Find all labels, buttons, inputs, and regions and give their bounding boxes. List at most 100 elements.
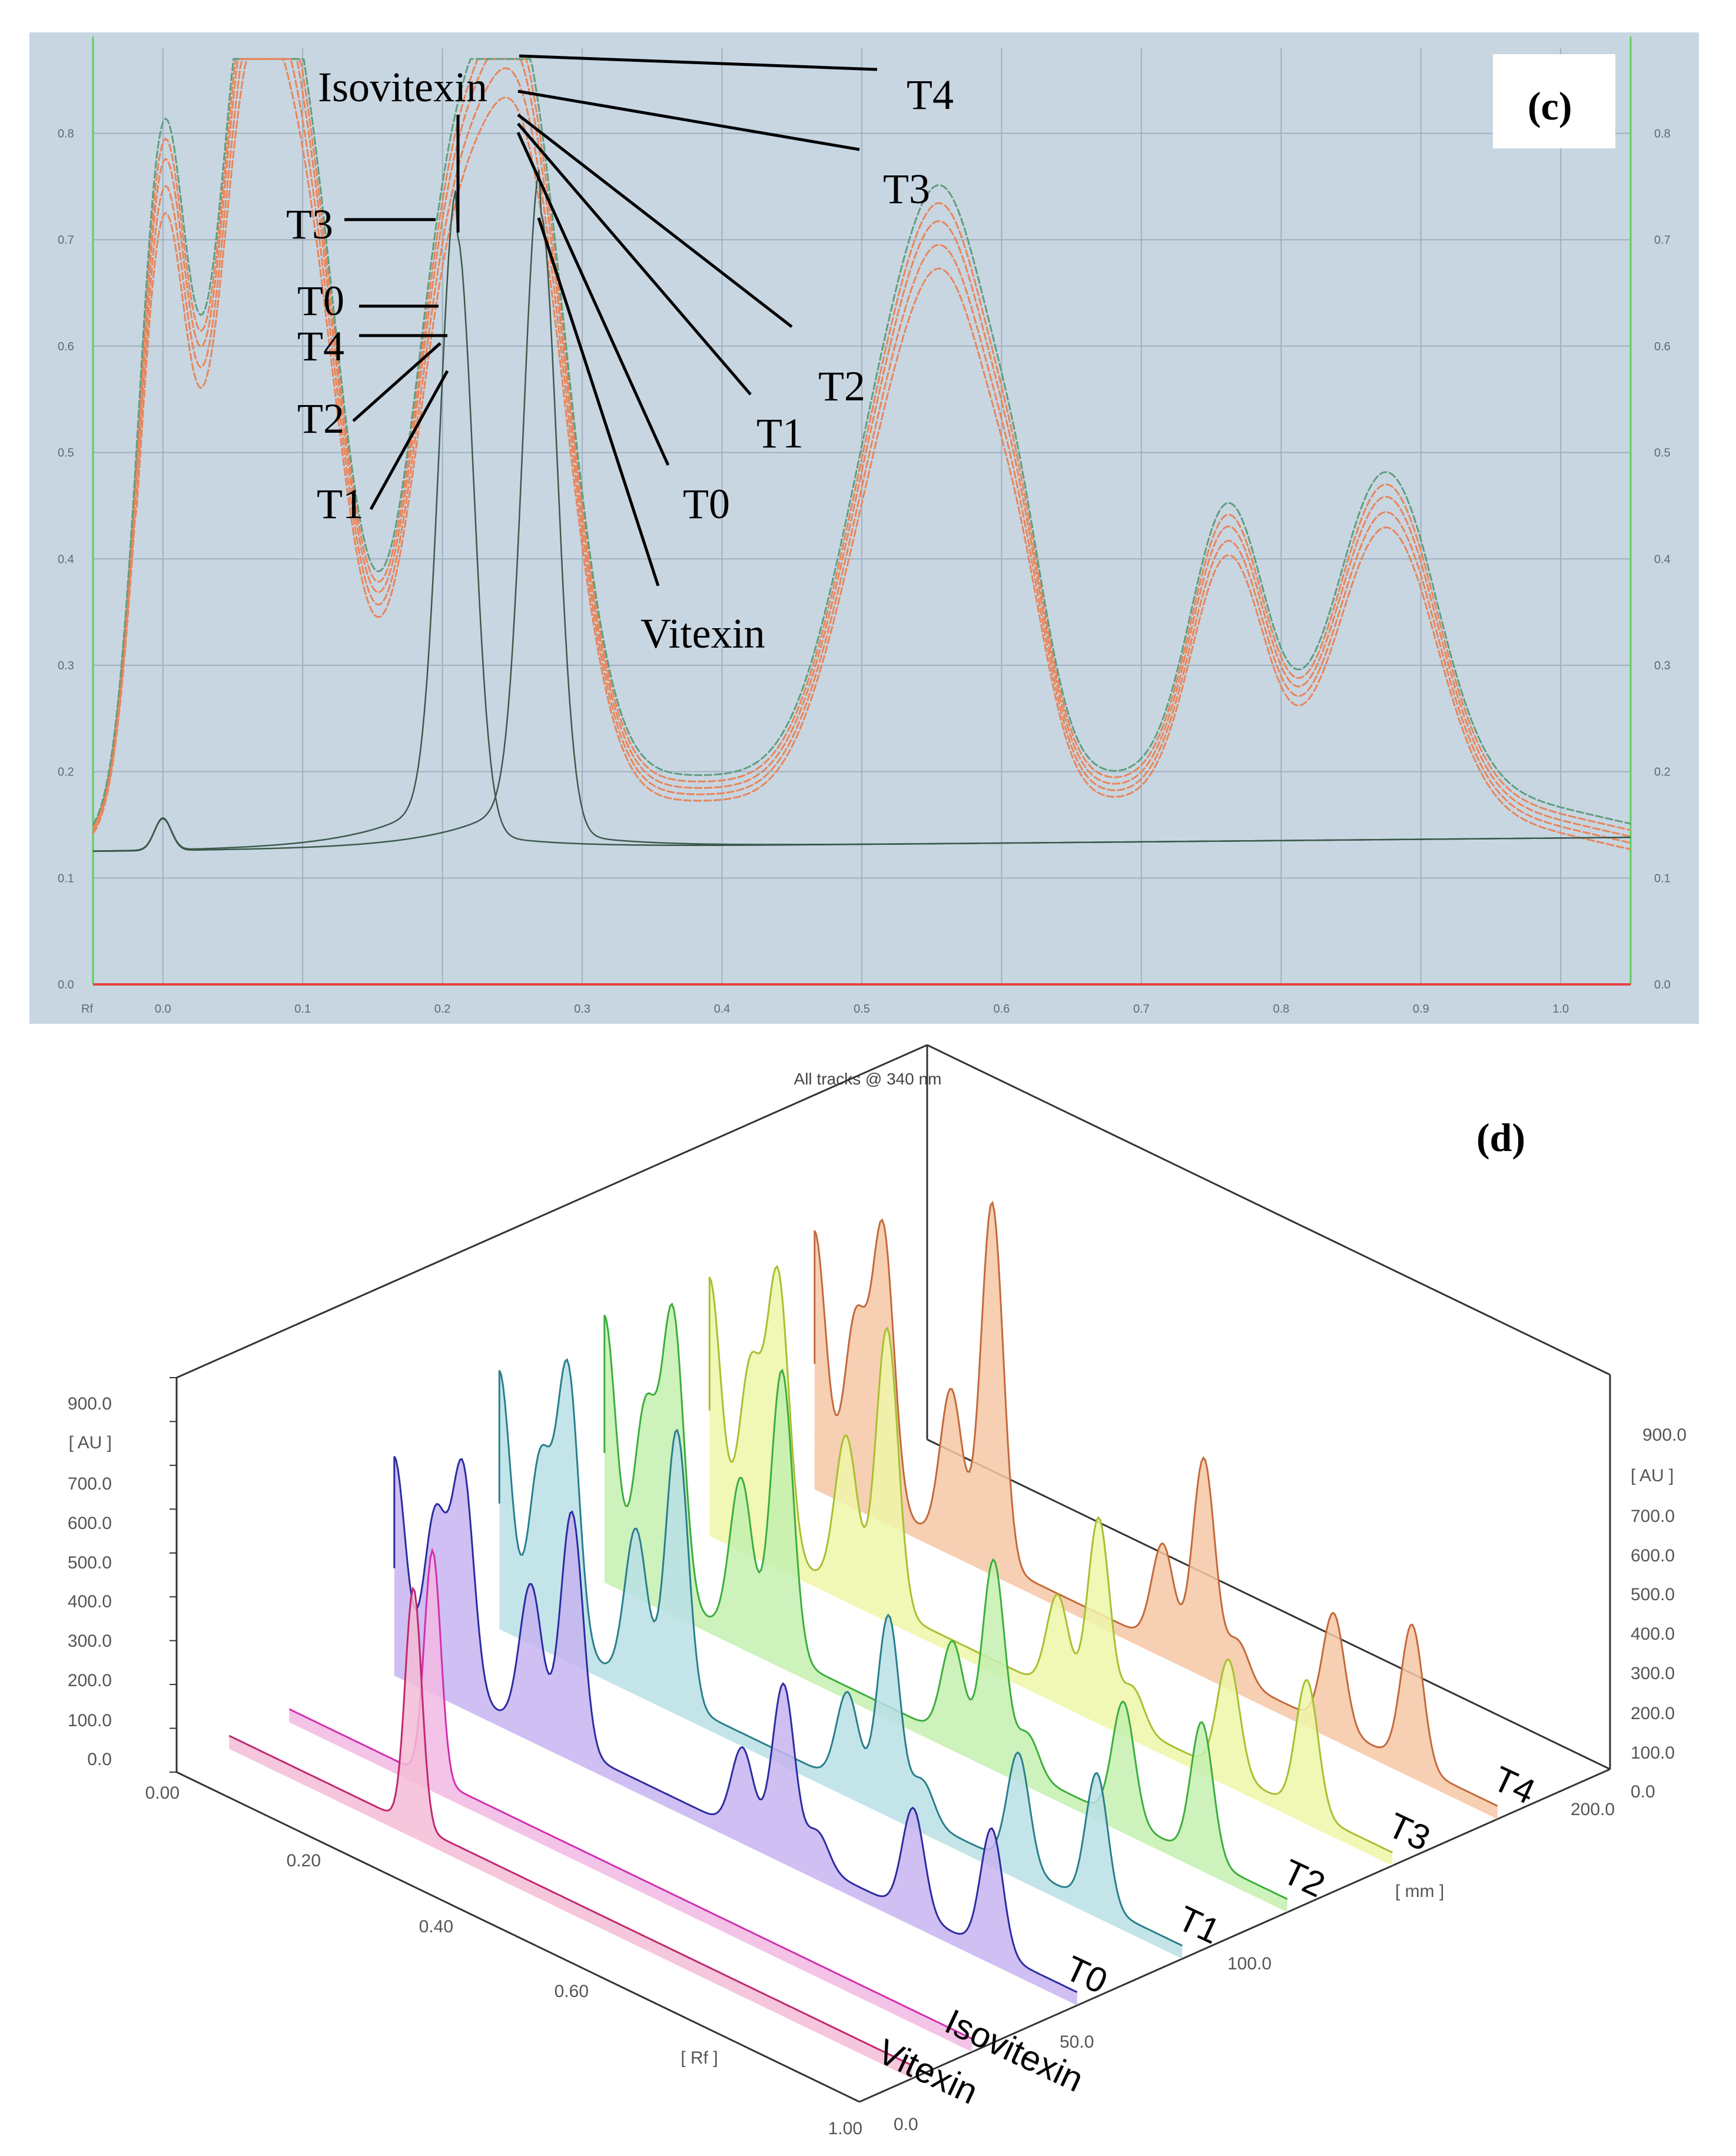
leader-line (537, 217, 660, 586)
panel-d-3d-densitogram: All tracks @ 340 nm (d) 900.0 [ AU ] 700… (68, 1044, 1687, 2138)
y-tick-label-left: 0.6 (58, 340, 74, 353)
track-line-t3 (708, 1265, 1393, 1853)
panel-c-densitogram: Rf 0.0 0.1 0.2 0.3 0.4 0.5 0.6 0.7 0.8 0.9 1.0 0.0 0.… (29, 32, 1699, 1024)
leader-line (352, 342, 442, 422)
au-left-tick: 400.0 (68, 1592, 112, 1611)
panel-c-series (92, 58, 1631, 853)
y-tick-label-right: 0.5 (1654, 447, 1671, 460)
y-tick-label-right: 0.3 (1654, 659, 1671, 672)
panel-d-title: All tracks @ 340 nm (794, 1070, 942, 1088)
leader-line (517, 114, 793, 328)
annotation-isovitexin: Isovitexin (318, 64, 487, 111)
rf-axis (176, 1771, 860, 2103)
panel-d-label: (d) (1476, 1115, 1525, 1160)
annotation-left-t4: T4 (297, 323, 344, 370)
y-tick-label-left: 0.0 (58, 979, 74, 991)
track-line-t0 (393, 1456, 1078, 1994)
annotation-left-t0: T0 (297, 277, 344, 324)
track-fill-t4 (814, 1202, 1498, 1819)
au-right-tick: 700.0 (1631, 1507, 1675, 1526)
y-tick-label-left: 0.2 (58, 766, 74, 779)
x-tick-label: 0.1 (294, 1003, 311, 1016)
annotation-left-t2: T2 (297, 395, 344, 442)
track-fill-t3 (709, 1266, 1393, 1866)
series-t4 (92, 58, 1631, 831)
au-left-tick: 900.0 (68, 1394, 112, 1414)
panel-c-label: (c) (1528, 84, 1572, 128)
x-tick-label: 0.3 (574, 1003, 590, 1016)
au-left-tick: 700.0 (68, 1474, 112, 1494)
y-tick-label-left: 0.8 (58, 128, 74, 141)
au-right-tick: 600.0 (1631, 1546, 1675, 1565)
au-left-tick: 300.0 (68, 1631, 112, 1651)
au-right-tick: 500.0 (1631, 1585, 1675, 1604)
rf-tick: 1.00 (828, 2119, 862, 2138)
annotation-left-t3: T3 (286, 201, 333, 248)
au-right-tick: 200.0 (1631, 1704, 1675, 1723)
annotation-right-t0: T0 (683, 480, 730, 528)
panel-c-leader-lines (344, 54, 878, 586)
leader-line (517, 89, 860, 151)
track-line-vitexin (228, 1586, 912, 2067)
series-vitexin (92, 170, 1631, 853)
track-fill-t2 (604, 1304, 1287, 1912)
rf-axis-label: [ Rf ] (681, 2048, 718, 2068)
y-tick-label-right: 0.7 (1654, 234, 1671, 247)
annotation-vitexin: Vitexin (640, 610, 765, 657)
x-tick-label: 1.0 (1552, 1003, 1569, 1016)
au-right-unit: [ AU ] (1631, 1466, 1674, 1485)
series-t0 (92, 58, 1631, 850)
series-t3 (92, 58, 1631, 838)
mm-tick: 100.0 (1227, 1954, 1272, 1973)
panel-d-frame (170, 1044, 1611, 2103)
panel-c-annotations: Isovitexin T3 T0 T4 T2 T1 T4 T3 T2 T1 T0… (286, 64, 954, 657)
x-tick-label: 0.0 (155, 1003, 171, 1016)
au-left-unit: [ AU ] (69, 1433, 112, 1452)
annotation-right-t3: T3 (883, 165, 930, 213)
au-right-tick: 900.0 (1642, 1425, 1687, 1445)
mm-axis (859, 1768, 1611, 2103)
mm-axis-label: [ mm ] (1395, 1882, 1444, 1901)
back-bottom (927, 1438, 1611, 1770)
annotation-right-t1: T1 (756, 410, 804, 457)
au-left-tick: 200.0 (68, 1671, 112, 1690)
au-right-tick: 0.0 (1631, 1782, 1655, 1802)
mm-tick: 0.0 (894, 2115, 918, 2134)
au-right-tick: 100.0 (1631, 1743, 1675, 1763)
au-left-tick: 500.0 (68, 1553, 112, 1573)
rf-tick: 0.00 (145, 1783, 180, 1803)
y-tick-label-right: 0.1 (1654, 872, 1671, 885)
panel-d-axis-labels: 900.0 [ AU ] 700.0 600.0 500.0 400.0 300… (68, 1394, 1687, 2138)
rf-tick: 0.40 (419, 1917, 453, 1936)
x-tick-label: 0.8 (1273, 1003, 1289, 1016)
au-right-tick: 300.0 (1631, 1664, 1675, 1683)
track-fill-t0 (394, 1456, 1077, 2006)
panel-c-background (29, 32, 1699, 1024)
y-tick-label-left: 0.3 (58, 659, 74, 672)
annotation-right-t4: T4 (907, 71, 954, 118)
annotation-left-t1: T1 (317, 480, 364, 528)
series-t1 (92, 58, 1631, 844)
y-tick-label-left: 0.4 (58, 553, 74, 566)
rf-tick: 0.20 (287, 1851, 321, 1870)
y-tick-label-right: 0.4 (1654, 553, 1671, 566)
y-tick-label-left: 0.7 (58, 234, 74, 247)
x-tick-label: 0.4 (714, 1003, 731, 1016)
rf-tick: 0.60 (555, 1982, 589, 2001)
y-tick-label-right: 0.8 (1654, 128, 1671, 141)
series-t2 (92, 58, 1631, 825)
x-tick-label: 0.5 (854, 1003, 870, 1016)
panel-label-box (1493, 54, 1615, 148)
y-tick-label-left: 0.5 (58, 447, 74, 460)
top-back-left (176, 1044, 928, 1379)
au-right-tick: 400.0 (1631, 1624, 1675, 1644)
y-tick-label-right: 0.2 (1654, 766, 1671, 779)
leader-line (517, 122, 752, 396)
track-line-t1 (498, 1358, 1183, 1947)
leader-line (369, 370, 449, 510)
mm-tick: 50.0 (1060, 2032, 1094, 2052)
au-left-tick: 100.0 (68, 1711, 112, 1730)
panel-d-tracks (228, 1200, 1498, 2079)
x-tick-label: Rf (81, 1003, 93, 1016)
